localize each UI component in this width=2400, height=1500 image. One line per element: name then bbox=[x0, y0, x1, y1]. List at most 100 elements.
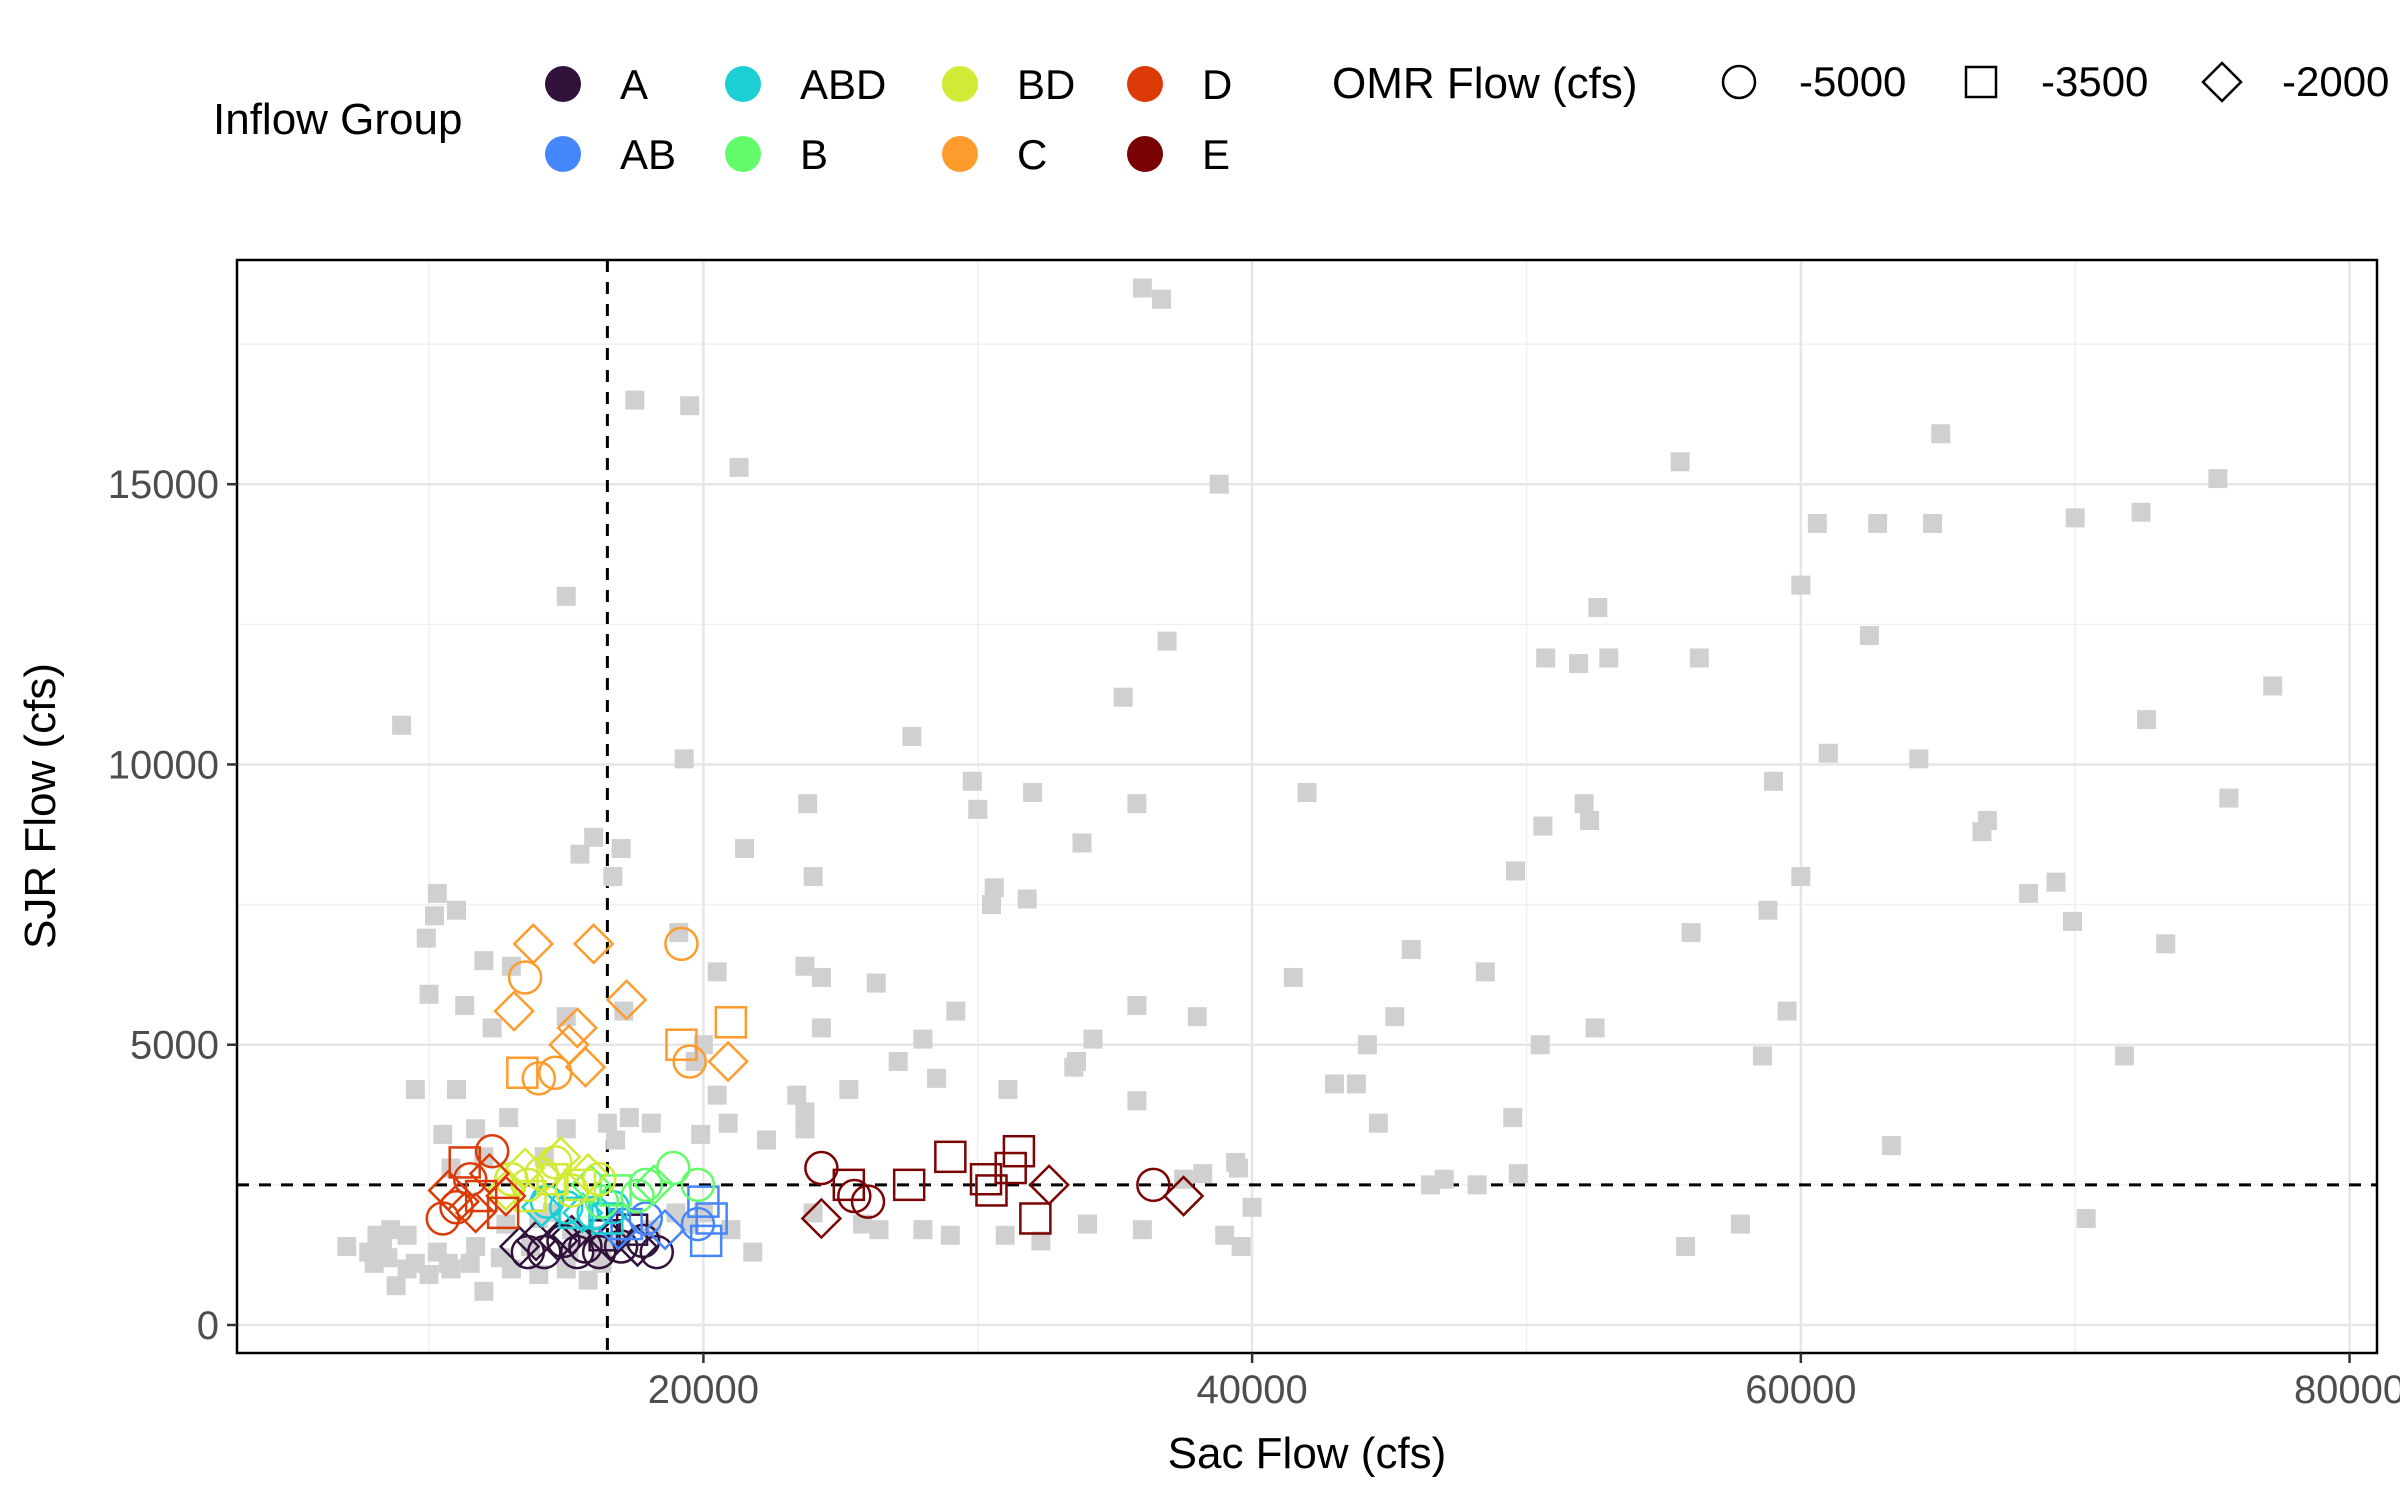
legend-label-a: A bbox=[620, 61, 648, 108]
reference-lines bbox=[237, 260, 2377, 1353]
background-point bbox=[811, 1018, 831, 1038]
background-point bbox=[927, 1068, 947, 1088]
background-point bbox=[718, 1113, 738, 1133]
background-point bbox=[1909, 749, 1929, 769]
point-e-circle bbox=[850, 1184, 886, 1219]
background-point bbox=[501, 956, 521, 976]
point-e-circle bbox=[1136, 1167, 1171, 1203]
point-c-diamond bbox=[493, 990, 535, 1032]
background-point bbox=[2263, 676, 2283, 696]
background-point bbox=[1132, 278, 1152, 298]
point-e-square bbox=[969, 1162, 1003, 1196]
point-abd-circle bbox=[576, 1195, 611, 1231]
background-point bbox=[795, 1119, 815, 1139]
background-point bbox=[1226, 1152, 1246, 1172]
background-point bbox=[529, 1265, 549, 1285]
point-c-circle bbox=[672, 1044, 707, 1079]
background-point bbox=[1242, 1197, 1262, 1217]
background-point bbox=[606, 1130, 626, 1150]
series-points bbox=[425, 923, 1205, 1270]
color-legend-title: Inflow Group bbox=[213, 95, 462, 144]
background-point bbox=[441, 1259, 461, 1279]
background-point bbox=[455, 995, 475, 1015]
background-point bbox=[2156, 934, 2176, 954]
background-point bbox=[1127, 995, 1147, 1015]
background-point bbox=[1064, 1057, 1084, 1077]
background-point bbox=[795, 956, 815, 976]
point-d-square bbox=[486, 1196, 520, 1230]
background-point bbox=[1536, 648, 1556, 668]
background-point bbox=[2208, 469, 2228, 489]
background-point bbox=[1758, 900, 1778, 920]
point-bd-diamond bbox=[504, 1147, 546, 1189]
background-point bbox=[1152, 289, 1172, 309]
point-a-diamond bbox=[498, 1225, 541, 1268]
y-tick-label: 10000 bbox=[108, 743, 219, 787]
legend-key-circle bbox=[1721, 64, 1757, 100]
point-c-diamond bbox=[707, 1040, 749, 1083]
background-point bbox=[1503, 1108, 1523, 1128]
background-point bbox=[913, 1029, 933, 1049]
x-tick-label: 40000 bbox=[1197, 1368, 1308, 1412]
background-point bbox=[641, 1113, 661, 1133]
background-point bbox=[1078, 1214, 1098, 1234]
background-point bbox=[1752, 1046, 1772, 1066]
background-point bbox=[1017, 889, 1037, 909]
point-e-square bbox=[892, 1168, 926, 1202]
background-point bbox=[691, 1124, 711, 1144]
background-point bbox=[839, 1080, 859, 1100]
point-b-circle bbox=[655, 1150, 691, 1186]
background-point bbox=[611, 839, 631, 859]
point-e-square bbox=[1002, 1134, 1036, 1168]
legend-label-b: B bbox=[800, 131, 828, 178]
background-point bbox=[888, 1052, 908, 1072]
background-point bbox=[1931, 424, 1951, 444]
background-point bbox=[1072, 833, 1092, 853]
point-a-diamond bbox=[537, 1220, 579, 1262]
legend-key-bd bbox=[942, 66, 978, 102]
background-point bbox=[721, 1220, 741, 1240]
legend-label-e: E bbox=[1202, 131, 1230, 178]
x-tick-label: 60000 bbox=[1745, 1368, 1856, 1412]
point-c-square bbox=[665, 1028, 698, 1061]
x-tick-label: 20000 bbox=[648, 1368, 759, 1412]
point-c-diamond bbox=[512, 923, 555, 965]
background-point bbox=[743, 1242, 763, 1262]
background-point bbox=[811, 967, 831, 987]
background-point bbox=[981, 895, 1001, 915]
background-point bbox=[466, 1237, 486, 1257]
background-point bbox=[940, 1225, 960, 1245]
background-point bbox=[685, 1052, 705, 1072]
point-ab-circle bbox=[680, 1206, 716, 1242]
point-abd-square bbox=[591, 1202, 624, 1235]
background-point bbox=[995, 1225, 1015, 1245]
background-point bbox=[707, 1085, 727, 1105]
point-e-square bbox=[994, 1151, 1027, 1185]
background-point bbox=[1585, 1018, 1605, 1038]
background-point bbox=[735, 839, 755, 859]
background-point bbox=[1730, 1214, 1750, 1234]
point-bd-diamond bbox=[539, 1136, 582, 1178]
point-a-diamond bbox=[515, 1220, 557, 1262]
grid bbox=[237, 260, 2377, 1353]
point-e-diamond bbox=[1162, 1175, 1205, 1217]
point-b-diamond bbox=[633, 1164, 675, 1206]
point-b-circle bbox=[620, 1178, 655, 1214]
legend-key-a bbox=[545, 66, 581, 102]
background-point bbox=[1689, 648, 1709, 668]
background-point bbox=[1588, 598, 1608, 618]
background-point bbox=[496, 1214, 516, 1234]
point-a-circle bbox=[581, 1234, 617, 1270]
background-point bbox=[1977, 811, 1997, 831]
point-c-circle bbox=[507, 960, 543, 995]
point-e-circle bbox=[804, 1150, 839, 1186]
y-tick-label: 15000 bbox=[108, 463, 219, 507]
background-point bbox=[1763, 771, 1783, 791]
legend-label-omr: -2000 bbox=[2282, 58, 2389, 105]
point-b-circle bbox=[584, 1184, 620, 1219]
point-c-diamond bbox=[572, 923, 615, 965]
background-point bbox=[1580, 811, 1600, 831]
background-point bbox=[367, 1225, 387, 1245]
legend-label-omr: -5000 bbox=[1799, 58, 1906, 105]
